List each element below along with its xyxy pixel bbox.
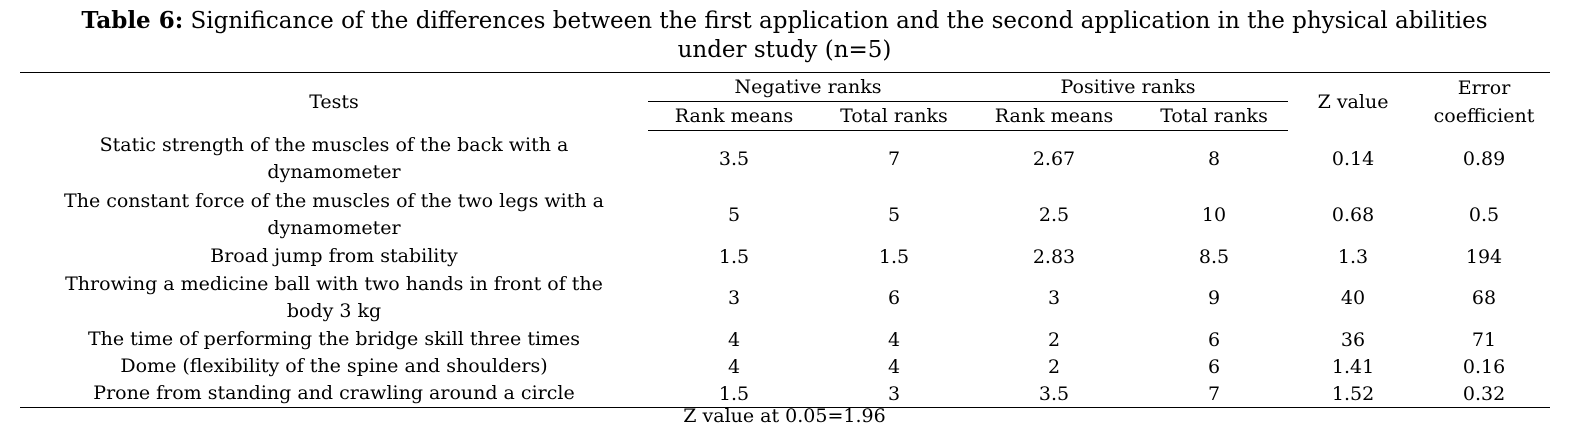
- cell-test: The constant force of the muscles of the…: [20, 187, 648, 243]
- cell-test: Static strength of the muscles of the ba…: [20, 131, 648, 188]
- cell-neg-rank-means: 5: [727, 204, 741, 226]
- table-container: Tests Negative ranks Positive ranks Z va…: [20, 72, 1551, 408]
- cell-pos-total-ranks: 10: [1201, 204, 1227, 226]
- cell-z-value: 1.3: [1337, 245, 1369, 268]
- cell-z-value: 0.14: [1331, 147, 1375, 170]
- cell-test-line-1: The constant force of the muscles of the…: [64, 190, 604, 212]
- table-caption: Table 6: Significance of the differences…: [0, 6, 1569, 65]
- cell-error-coefficient: 0.89: [1462, 147, 1506, 170]
- header-row-1: Tests Negative ranks Positive ranks Z va…: [20, 72, 1551, 131]
- table-row: Static strength of the muscles of the ba…: [20, 131, 1550, 188]
- cell-neg-rank-means: 3: [727, 287, 741, 309]
- cell-neg-rank-means: 1.5: [648, 380, 820, 408]
- header-row-2: Rank means Total ranks Rank means Total …: [20, 101, 1550, 131]
- cell-pos-total-ranks: 7: [1140, 380, 1289, 408]
- table-row: Broad jump from stability 1.5 1.5 2.83 8…: [20, 243, 1550, 270]
- cell-neg-total-ranks: 4: [887, 328, 901, 351]
- cell-error-coefficient: 71: [1471, 328, 1497, 351]
- header-positive-ranks-label: Positive ranks: [1060, 76, 1196, 98]
- cell-test-line-1: Throwing a medicine ball with two hands …: [65, 273, 603, 295]
- cell-neg-total-ranks: 1.5: [878, 245, 910, 268]
- results-table: Tests Negative ranks Positive ranks Z va…: [20, 72, 1551, 408]
- header-error-line-1: Error: [1457, 76, 1511, 99]
- cell-test-line-2: body 3 kg: [286, 300, 382, 322]
- header-neg-rank-means: Rank means: [648, 101, 820, 131]
- cell-error-coefficient: 0.32: [1418, 380, 1551, 408]
- header-error-coefficient: Error coefficient: [1418, 72, 1551, 131]
- cell-pos-rank-means: 2.5: [1038, 204, 1070, 226]
- cell-test: Prone from standing and crawling around …: [20, 380, 648, 408]
- cell-pos-total-ranks: 6: [1207, 355, 1221, 378]
- cell-neg-total-ranks: 6: [887, 287, 901, 309]
- cell-pos-rank-means: 2.83: [1032, 245, 1076, 268]
- cell-test-line-1: Static strength of the muscles of the ba…: [99, 133, 569, 156]
- cell-pos-total-ranks: 8.5: [1198, 245, 1230, 268]
- header-tests: Tests: [20, 72, 648, 131]
- cell-neg-rank-means: 4: [727, 355, 741, 378]
- caption-line-2: under study (n=5): [677, 37, 892, 63]
- cell-pos-rank-means: 3.5: [968, 380, 1140, 408]
- cell-pos-total-ranks: 9: [1207, 287, 1221, 309]
- caption-line-1: Table 6: Significance of the differences…: [0, 6, 1569, 36]
- cell-error-coefficient: 68: [1471, 287, 1497, 309]
- cell-pos-rank-means: 2.67: [1032, 148, 1076, 170]
- cell-neg-rank-means: 1.5: [718, 245, 750, 268]
- cell-error-coefficient: 194: [1465, 245, 1503, 268]
- header-negative-ranks-label: Negative ranks: [734, 76, 882, 98]
- cell-z-value: 40: [1340, 287, 1366, 309]
- cell-z-value: 0.68: [1331, 204, 1375, 226]
- header-error-line-2: coefficient: [1433, 104, 1535, 127]
- cell-test-line-2: dynamometer: [267, 160, 401, 183]
- header-neg-total-ranks: Total ranks: [820, 101, 968, 131]
- header-z-value: Z value: [1288, 72, 1419, 131]
- caption-text-1: Significance of the differences between …: [183, 8, 1488, 34]
- cell-pos-rank-means: 2: [1047, 355, 1061, 378]
- table-row: Throwing a medicine ball with two hands …: [20, 270, 1550, 326]
- cell-test: Broad jump from stability: [210, 245, 458, 267]
- table-row: The constant force of the muscles of the…: [20, 187, 1550, 243]
- cell-error-coefficient: 0.5: [1468, 204, 1500, 226]
- caption-label: Table 6:: [81, 7, 184, 34]
- cell-z-value: 36: [1340, 328, 1366, 351]
- header-positive-ranks: Positive ranks: [968, 72, 1289, 102]
- cell-neg-rank-means: 3.5: [718, 148, 750, 170]
- cell-z-value: 1.41: [1331, 355, 1375, 378]
- cell-neg-total-ranks: 5: [887, 204, 901, 226]
- header-pos-rank-means: Rank means: [968, 101, 1140, 131]
- cell-test-line-2: dynamometer: [267, 217, 401, 239]
- header-pos-total-ranks: Total ranks: [1140, 101, 1289, 131]
- table-footnote: Z value at 0.05=1.96: [683, 405, 886, 427]
- table-header: Tests Negative ranks Positive ranks Z va…: [20, 72, 1551, 131]
- table-row: Prone from standing and crawling around …: [20, 380, 1551, 408]
- cell-test: Throwing a medicine ball with two hands …: [20, 270, 648, 326]
- cell-pos-total-ranks: 8: [1207, 148, 1221, 170]
- cell-z-value: 1.52: [1288, 380, 1419, 408]
- table-body: Static strength of the muscles of the ba…: [20, 131, 1551, 408]
- table-row: The time of performing the bridge skill …: [20, 326, 1550, 353]
- table-row: Dome (flexibility of the spine and shoul…: [20, 353, 1550, 380]
- cell-test: The time of performing the bridge skill …: [87, 328, 581, 350]
- cell-test: Dome (flexibility of the spine and shoul…: [120, 355, 548, 377]
- cell-neg-rank-means: 4: [727, 328, 741, 351]
- cell-neg-total-ranks: 4: [887, 355, 901, 378]
- header-negative-ranks: Negative ranks: [648, 72, 968, 102]
- cell-neg-total-ranks: 7: [887, 148, 901, 170]
- cell-pos-rank-means: 2: [1047, 328, 1061, 351]
- cell-pos-rank-means: 3: [1047, 287, 1061, 309]
- cell-pos-total-ranks: 6: [1207, 328, 1221, 351]
- cell-error-coefficient: 0.16: [1462, 355, 1506, 378]
- cell-neg-total-ranks: 3: [820, 380, 968, 408]
